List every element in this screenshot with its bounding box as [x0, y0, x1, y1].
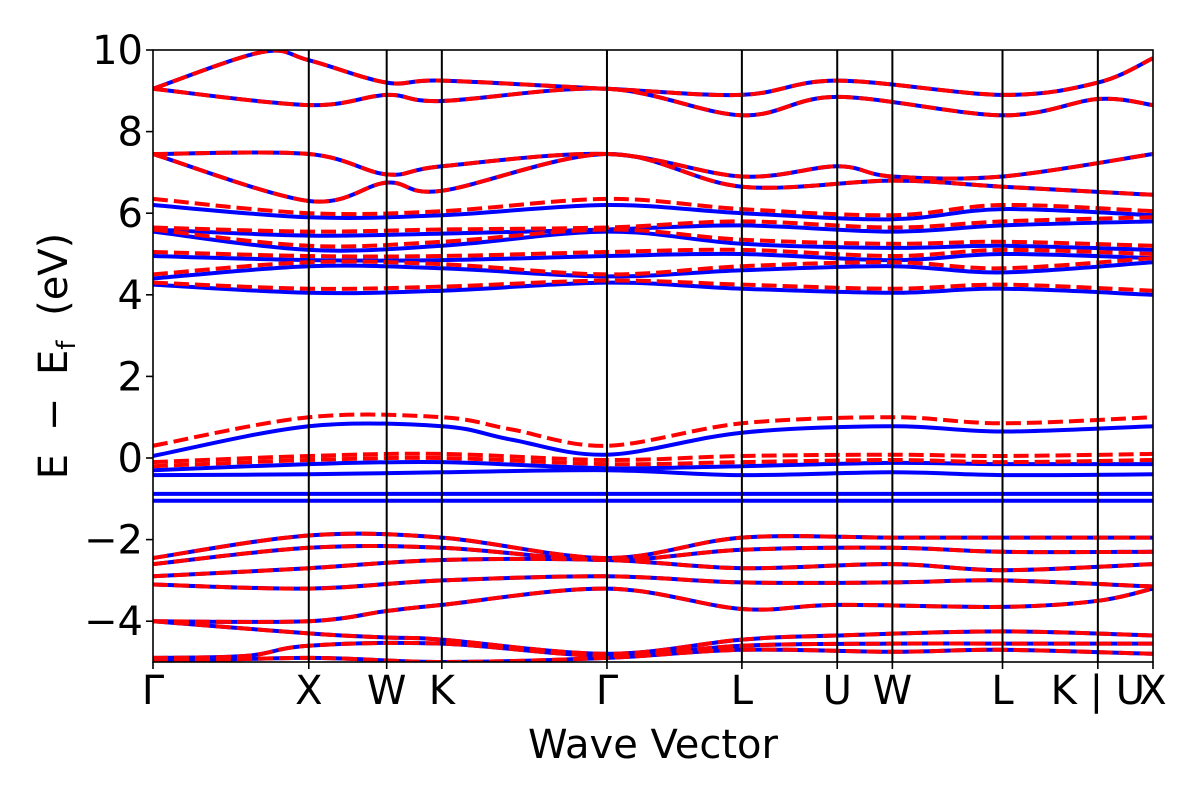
y-tick-label: −2 [84, 518, 143, 564]
y-tick-label: 8 [118, 110, 143, 156]
dashed-band-line-4 [153, 574, 1153, 591]
dashed-band-line-7 [153, 531, 1153, 560]
dashed-band-line-6 [153, 543, 1153, 567]
x-tick-label-8: L [991, 668, 1014, 714]
x-tick-label-5: L [731, 668, 754, 714]
dashed-band-line-11 [153, 278, 1153, 293]
y-tick-label: 10 [92, 28, 143, 74]
solid-band-line-12 [153, 421, 1153, 458]
solid-band-line-14 [153, 260, 1153, 281]
bands-layer [153, 50, 1153, 662]
x-tick-label-6: U [823, 668, 852, 714]
dashed-band-line-8 [153, 455, 1153, 469]
dashed-band-line-13 [153, 247, 1153, 259]
x-axis-label: Wave Vector [528, 722, 779, 768]
solid-band-line-17 [153, 219, 1153, 238]
x-tick-label-3: K [429, 668, 457, 714]
dashed-band-line-20 [153, 50, 1153, 98]
x-tick-label-2: W [367, 668, 407, 714]
plot-background [153, 50, 1153, 662]
solid-band-line-16 [153, 229, 1153, 253]
x-tick-label-10: X [1139, 668, 1166, 714]
dashed-band-line-19 [153, 86, 1153, 118]
dashed-band-line-17 [153, 151, 1153, 204]
x-tick-label-9: K | U [1051, 668, 1145, 714]
x-tick-label-1: X [295, 668, 322, 714]
solid-band-line-15 [153, 251, 1153, 263]
solid-band-line-13 [153, 280, 1153, 297]
kpoint-lines [307, 50, 1099, 662]
x-tick-label-7: W [873, 668, 913, 714]
dashed-band-line-5 [153, 556, 1153, 579]
dashed-band-line-9 [153, 451, 1153, 465]
y-axis-label: E − Ef (eV) [31, 233, 85, 480]
y-tick-label: 4 [118, 273, 143, 319]
y-axis-ticks: −4 −2 0 2 4 6 8 10 [84, 28, 153, 645]
dashed-band-line-2 [153, 619, 1153, 656]
dashed-band-line-3 [153, 586, 1153, 624]
y-tick-label: 2 [118, 354, 143, 400]
dashed-band-line-1 [153, 640, 1153, 660]
y-tick-label: 0 [118, 436, 143, 482]
dashed-band-line-18 [153, 150, 1153, 181]
x-tick-label-0: Γ [142, 668, 165, 714]
y-tick-label: 6 [118, 191, 143, 237]
dashed-band-line-16 [153, 196, 1153, 218]
x-tick-label-4: Γ [596, 668, 619, 714]
solid-band-line-10 [153, 468, 1153, 478]
plot-frame [152, 49, 1154, 663]
y-tick-label: −4 [84, 599, 143, 645]
dashed-band-line-14 [153, 227, 1153, 249]
dashed-band-line-12 [153, 256, 1153, 277]
dashed-band-line-15 [153, 215, 1153, 234]
dashed-band-line-10 [153, 412, 1153, 448]
solid-band-line-18 [153, 202, 1153, 222]
